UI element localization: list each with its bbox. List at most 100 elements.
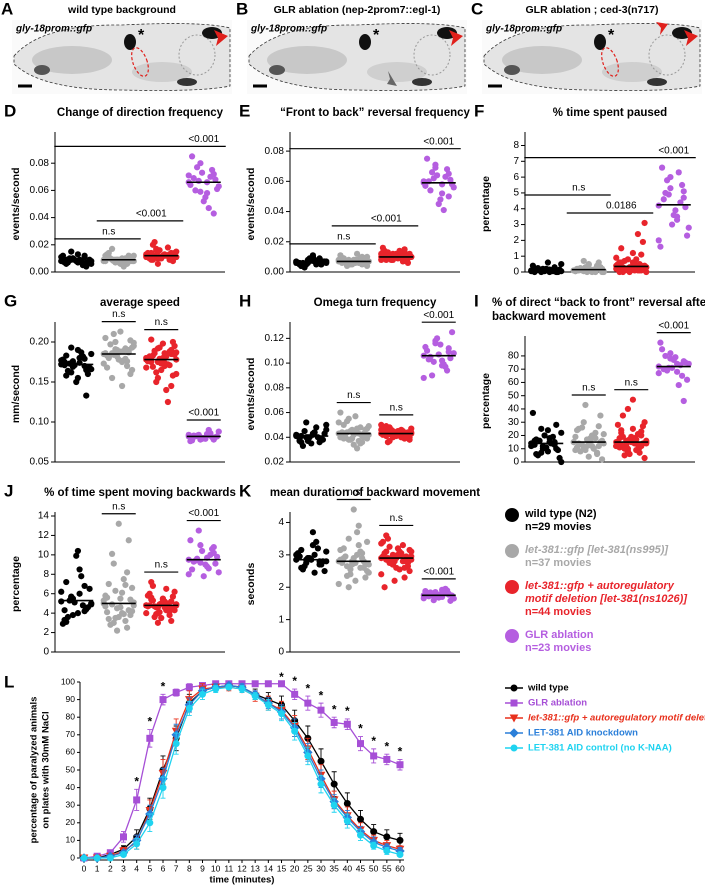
legend-swatch xyxy=(505,544,519,558)
marker xyxy=(357,815,364,823)
y-tick-label: 10 xyxy=(508,443,520,454)
data-point xyxy=(408,548,415,555)
tissue xyxy=(602,62,662,82)
y-tick-label: 10 xyxy=(38,549,50,560)
data-point xyxy=(633,256,640,263)
data-point xyxy=(68,593,75,600)
data-point xyxy=(538,449,545,456)
x-tick-label: 20 xyxy=(290,863,300,873)
data-point xyxy=(213,185,221,193)
y-tick-label: 0.20 xyxy=(30,337,50,348)
y-tick-label: 0 xyxy=(43,647,49,658)
data-point xyxy=(578,424,586,431)
data-point xyxy=(198,169,206,176)
panel-label: A xyxy=(1,0,13,18)
data-point xyxy=(314,545,322,552)
y-tick-label: 6 xyxy=(43,588,49,599)
data-point xyxy=(337,434,344,441)
data-point xyxy=(389,551,397,558)
y-tick-label: 70 xyxy=(508,364,520,375)
data-point xyxy=(311,551,318,558)
cell xyxy=(269,65,285,75)
significance-label: n.s xyxy=(337,232,350,243)
y-axis-label: seconds xyxy=(245,563,257,606)
data-point xyxy=(88,366,95,373)
data-point xyxy=(208,166,216,174)
data-point xyxy=(84,370,92,378)
data-point xyxy=(582,401,589,409)
y-tick-label: 5 xyxy=(513,188,519,199)
data-point xyxy=(544,427,552,434)
data-point xyxy=(215,428,222,435)
data-point xyxy=(103,364,111,371)
arrowhead xyxy=(387,71,397,86)
data-point xyxy=(205,204,212,212)
significance-label: <0.001 xyxy=(371,214,402,225)
cell xyxy=(177,78,197,86)
significance-label: n.s xyxy=(390,513,403,524)
data-point xyxy=(438,357,446,364)
x-axis-label: time (minutes) xyxy=(210,875,275,886)
y-tick-label: 20 xyxy=(508,430,520,441)
y-tick-label: 0.10 xyxy=(265,358,285,369)
y-tick-label: 1 xyxy=(513,251,519,262)
data-point xyxy=(660,196,667,203)
data-point xyxy=(154,619,162,626)
data-point xyxy=(528,442,535,450)
legend-label: motif deletion [let-381(ns1026)] xyxy=(525,593,687,605)
data-point xyxy=(197,188,204,195)
data-point xyxy=(200,198,207,205)
data-point xyxy=(63,372,70,379)
data-point xyxy=(105,580,112,588)
data-point xyxy=(215,569,222,576)
data-point xyxy=(151,613,158,621)
data-point xyxy=(61,607,68,614)
data-point xyxy=(682,204,689,211)
data-point xyxy=(309,529,317,536)
chart-title: average speed xyxy=(100,297,180,309)
data-point xyxy=(125,537,132,544)
y-tick-label: 0.06 xyxy=(265,176,285,187)
marker xyxy=(159,784,167,792)
data-point xyxy=(362,561,369,568)
data-point xyxy=(575,440,582,447)
series-line xyxy=(84,686,401,859)
data-point xyxy=(629,425,637,432)
data-point xyxy=(401,246,408,253)
data-point xyxy=(76,566,83,573)
data-point xyxy=(195,527,202,534)
data-point xyxy=(386,543,393,550)
cell xyxy=(34,65,50,75)
data-point xyxy=(399,542,407,549)
data-point xyxy=(438,190,446,197)
data-point xyxy=(112,587,119,594)
marker xyxy=(343,799,351,807)
data-point xyxy=(73,552,80,559)
data-point xyxy=(205,426,212,434)
data-point xyxy=(422,588,429,595)
data-point xyxy=(88,601,95,608)
data-point xyxy=(531,437,538,444)
data-point xyxy=(403,434,410,441)
data-point xyxy=(655,370,662,377)
panel-label: D xyxy=(4,101,16,120)
y-tick-label: 80 xyxy=(508,351,520,362)
data-point xyxy=(107,341,114,348)
chart-title: mean duration of backward movement xyxy=(270,487,480,499)
panel-label: I xyxy=(474,291,479,310)
data-point xyxy=(120,611,127,618)
image-caption: gly-18prom::gfp xyxy=(485,24,562,35)
significance-star: * xyxy=(398,745,403,759)
x-tick-label: 0 xyxy=(82,863,87,873)
data-point xyxy=(662,189,669,197)
marker xyxy=(212,685,220,693)
marker xyxy=(133,796,141,804)
data-point xyxy=(357,440,364,447)
data-point xyxy=(445,348,452,356)
data-point xyxy=(153,369,160,376)
data-point xyxy=(192,187,199,194)
data-point xyxy=(358,550,366,557)
data-point xyxy=(680,397,687,405)
data-point xyxy=(112,338,119,346)
data-point xyxy=(64,613,72,621)
